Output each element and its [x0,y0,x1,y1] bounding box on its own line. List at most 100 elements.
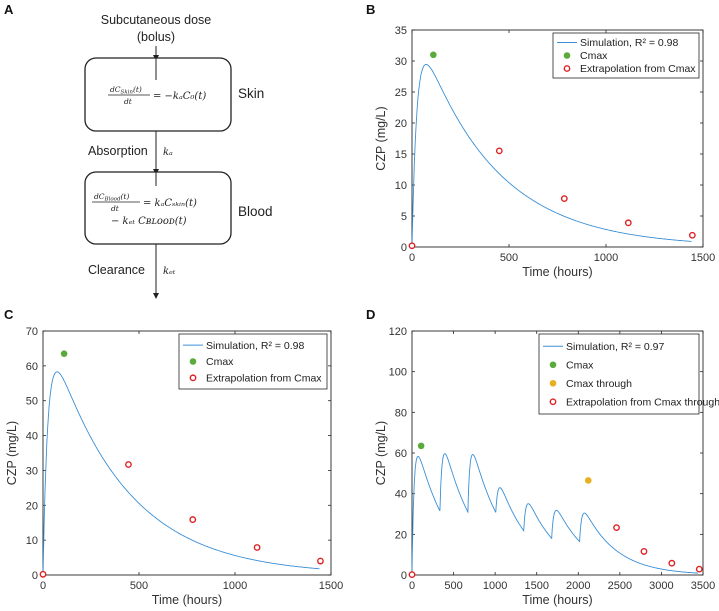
y-tick-label: 5 [401,211,407,223]
legend-entry-label: Cmax [580,50,608,62]
y-tick-label: 30 [395,56,407,68]
legend-ring-marker [549,398,557,406]
panel-letter-b: B [366,2,375,17]
cmax-point [60,350,68,357]
cmax-point [417,442,425,450]
x-tick-label: 3500 [691,580,715,592]
x-axis-label: Time (hours) [152,593,222,607]
x-tick-label: 500 [130,580,148,592]
y-tick-label: 30 [26,465,38,477]
skin-compartment-box [84,57,232,132]
absorption-label: Absorption [88,144,148,158]
chart-panel-d: 0 500 1000 1500 2000 2500 3000 3500 0 20 40 60 80 100… [374,326,719,607]
x-tick-label: 1000 [594,252,618,264]
x-tick-label: 0 [40,580,46,592]
legend-entry-label: Cmax [566,359,594,371]
y-tick-label: 25 [395,87,407,99]
x-tick-label: 1000 [483,580,507,592]
extrapolation-point [39,570,47,578]
blood-eq-rhs-line2: − kₑₜ Cʙʟᴏᴏᴅ(t) [111,216,187,227]
extrapolation-point [560,195,568,203]
blood-label: Blood [238,204,273,219]
skin-label: Skin [238,86,264,101]
extrapolation-point [189,516,197,523]
panel-letter-c: C [4,307,14,322]
blood-eq-denominator: dt [111,204,120,213]
extrapolation-point [668,559,676,567]
clearance-label: Clearance [88,263,145,277]
x-axis-label: Time (hours) [522,265,592,279]
legend-box [552,32,700,79]
y-tick-label: 0 [401,570,407,582]
extrapolation-point [688,231,696,239]
x-tick-label: 1500 [524,580,548,592]
legend-dot-marker [563,52,571,59]
y-tick-label: 0 [401,242,407,254]
extrapolation-point [408,571,416,578]
y-tick-label: 80 [395,407,407,419]
y-tick-label: 120 [389,326,407,338]
skin-equation: dCSkin(t) dt = −kₐC₀(t) [108,85,206,106]
y-tick-label: 15 [395,149,407,161]
legend-entry-label: Extrapolation from Cmax through [566,396,719,408]
legend-entry-label: Extrapolation from Cmax [206,373,322,385]
y-axis-label: CZP (mg/L) [374,421,388,485]
simulation-line [411,64,692,248]
legend-dot-marker [189,358,197,365]
cmax-point [584,477,592,484]
y-tick-label: 70 [26,326,38,338]
simulation-line [42,371,320,576]
simulation-line [411,453,698,576]
panel-letter-d: D [366,307,375,322]
extrapolation-point [125,461,132,468]
blood-eq-numerator: dCBlood(t) [94,192,129,203]
extrapolation-point [613,524,620,532]
dose-label-line1: Subcutaneous dose [101,13,212,27]
y-tick-label: 100 [389,367,407,379]
legend-entry-label: Simulation, R² = 0.98 [206,340,305,352]
skin-eq-numerator: dCSkin(t) [110,85,142,96]
y-tick-label: 40 [26,431,38,443]
extrapolation-point [640,548,648,555]
x-tick-label: 500 [444,580,462,592]
legend-entry-label: Simulation, R² = 0.97 [566,341,665,353]
x-tick-label: 1500 [691,252,715,264]
y-axis-label: CZP (mg/L) [374,106,388,170]
panel-letter-a: A [4,2,14,17]
y-tick-label: 0 [32,570,38,582]
y-tick-label: 60 [26,361,38,373]
y-tick-label: 10 [26,535,38,547]
chart-panel-c: 0 500 1000 1500 0 10 20 30 40 50 60 70 Time (hours) C… [5,326,343,607]
blood-compartment-box [84,171,232,245]
legend-entry-label: Cmax through [566,378,632,390]
x-tick-label: 3000 [649,580,673,592]
blood-equation: dCBlood(t) dt = kₐCₛₖᵢₙ(t) − kₑₜ Cʙʟᴏᴏᴅ(… [92,192,197,227]
x-tick-label: 0 [409,580,415,592]
extrapolation-point [624,219,632,227]
legend-box [538,333,700,415]
y-tick-label: 50 [26,396,38,408]
y-tick-label: 20 [26,500,38,512]
y-tick-label: 20 [395,118,407,130]
pk-compartment-diagram: Subcutaneous dose (bolus) dCSkin(t) dt =… [84,13,273,299]
legend-dot-marker [549,379,557,387]
y-tick-label: 35 [395,25,407,37]
y-tick-label: 60 [395,448,407,460]
legend-entry-label: Simulation, R² = 0.98 [580,37,679,49]
extrapolation-point [408,242,416,250]
legend-entry-label: Extrapolation from Cmax [580,63,696,75]
extrapolation-point [253,544,261,551]
chart-panel-b: 0 500 1000 1500 0 5 10 15 20 25 30 35 Time (hours) CZ… [374,25,715,279]
extrapolation-point [695,565,703,573]
clearance-rate: kₑₜ [163,266,176,277]
y-axis-label: CZP (mg/L) [5,421,19,485]
skin-eq-denominator: dt [124,97,133,106]
x-tick-label: 500 [500,252,518,264]
dose-label-line2: (bolus) [137,30,175,44]
legend-ring-marker [563,65,571,72]
legend-dot-marker [549,361,557,369]
skin-eq-rhs: = −kₐC₀(t) [153,91,206,102]
absorption-rate: kₐ [163,147,173,158]
extrapolation-point [495,147,503,155]
legend-ring-marker [189,374,197,382]
